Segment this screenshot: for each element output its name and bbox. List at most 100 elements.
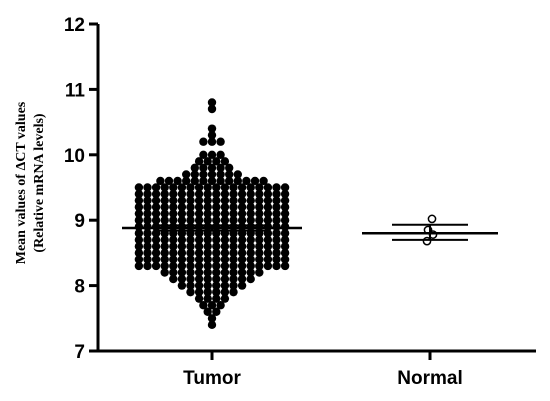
tumor-point: [212, 242, 221, 251]
tumor-point: [203, 307, 212, 316]
tumor-point: [220, 248, 230, 258]
tumor-point: [134, 235, 144, 245]
y-ticks: 7 8 9 10 11 12: [64, 15, 98, 363]
tumor-point: [263, 255, 273, 264]
tumor-point: [263, 202, 273, 212]
tumor-point: [177, 183, 187, 192]
tumor-point: [186, 242, 195, 251]
tumor-point: [160, 209, 169, 218]
tumor-point: [194, 189, 204, 199]
tumor-point: [186, 202, 195, 212]
tumor-point: [160, 183, 169, 192]
tumor-point: [186, 183, 195, 192]
tumor-point: [134, 248, 144, 258]
tumor-point: [237, 248, 247, 258]
tumor-point: [151, 196, 161, 205]
tumor-point: [255, 196, 264, 205]
tumor-point: [160, 196, 169, 205]
tumor-point: [272, 255, 281, 264]
tumor-point: [216, 163, 225, 173]
tumor-point: [220, 255, 230, 264]
x-category-label: Normal: [397, 368, 462, 389]
tumor-point: [216, 176, 225, 186]
tumor-point: [199, 301, 208, 310]
tumor-point: [280, 209, 290, 218]
tumor-point: [203, 294, 212, 303]
tumor-point: [237, 261, 247, 271]
tumor-point: [134, 261, 144, 271]
tumor-point: [246, 183, 255, 192]
tumor-point: [212, 294, 221, 303]
tumor-point: [169, 242, 178, 251]
tumor-point: [220, 274, 230, 284]
tumor-point: [246, 274, 255, 284]
tumor-point: [182, 170, 191, 179]
tumor-point: [263, 216, 273, 225]
tumor-point: [186, 261, 195, 271]
tumor-point: [134, 202, 144, 212]
tumor-point: [177, 235, 187, 245]
tumor-point: [233, 170, 242, 179]
tumor-point: [199, 163, 208, 173]
tumor-point: [246, 255, 255, 264]
tumor-point: [177, 242, 187, 251]
tumor-point: [246, 268, 255, 277]
x-category-label: Tumor: [183, 368, 241, 389]
tumor-point: [194, 281, 204, 290]
tumor-point: [186, 281, 195, 290]
tumor-point: [207, 104, 217, 114]
tumor-point: [194, 268, 204, 277]
tumor-point: [225, 163, 234, 173]
tumor-point: [263, 235, 273, 245]
tumor-point: [190, 163, 199, 173]
tumor-point: [229, 196, 238, 205]
tumor-point: [160, 248, 169, 258]
tumor-point: [212, 183, 221, 192]
tumor-point: [229, 261, 238, 271]
tumor-point: [255, 248, 264, 258]
tumor-point: [177, 248, 187, 258]
tumor-point: [143, 235, 152, 245]
tumor-point: [169, 189, 178, 199]
tumor-point: [177, 281, 187, 290]
tumor-point: [237, 183, 247, 192]
tumor-point: [143, 196, 152, 205]
tumor-point: [237, 202, 247, 212]
tumor-point: [233, 176, 242, 186]
tumor-point: [207, 150, 217, 159]
tumor-point: [225, 176, 234, 186]
tumor-point: [220, 235, 230, 245]
tumor-point: [203, 248, 212, 258]
tumor-point: [134, 209, 144, 218]
tumor-point: [207, 130, 217, 140]
y-tick-label: 8: [74, 277, 85, 298]
tumor-point: [237, 216, 247, 225]
x-categories: Tumor Normal: [183, 351, 463, 389]
y-tick-label: 12: [64, 15, 85, 36]
tumor-point: [160, 242, 169, 251]
tumor-point: [280, 242, 290, 251]
tumor-point: [272, 202, 281, 212]
tumor-point: [134, 183, 144, 192]
tumor-point: [151, 209, 161, 218]
tumor-point: [194, 255, 204, 264]
tumor-point: [255, 209, 264, 218]
tumor-point: [272, 189, 281, 199]
tumor-point: [220, 216, 230, 225]
tumor-point: [182, 176, 191, 186]
tumor-point: [151, 248, 161, 258]
tumor-point: [177, 274, 187, 284]
tumor-point: [229, 235, 238, 245]
tumor-point: [194, 294, 204, 303]
tumor-point: [190, 176, 199, 186]
tumor-point: [160, 189, 169, 199]
tumor-point: [220, 261, 230, 271]
tumor-point: [151, 216, 161, 225]
tumor-point: [203, 281, 212, 290]
tumor-point: [207, 124, 217, 133]
tumor-point: [203, 235, 212, 245]
tumor-point: [220, 189, 230, 199]
tumor-point: [280, 255, 290, 264]
tumor-point: [259, 176, 268, 186]
